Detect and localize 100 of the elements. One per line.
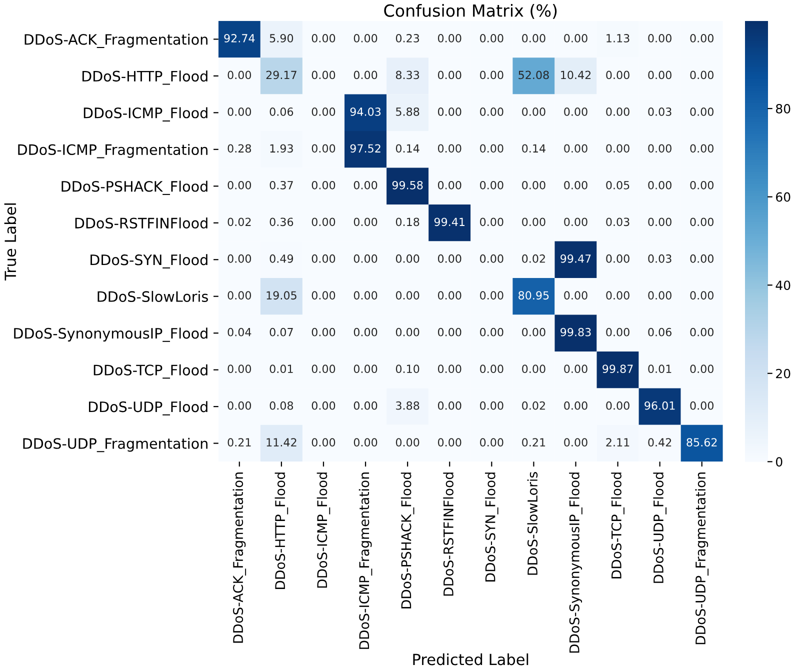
y-tick-label: DDoS-SYN_Flood: [90, 254, 208, 268]
data-label: 99.83: [560, 328, 591, 336]
data-label: 0.00: [354, 218, 378, 226]
data-label: 0.00: [354, 328, 378, 336]
data-label: 0.00: [522, 218, 546, 226]
color-bar-label: 20: [776, 368, 790, 378]
y-tick-label: DDoS-UDP_Fragmentation: [23, 438, 208, 452]
data-label: 0.00: [648, 70, 672, 80]
color-bar-label: 40: [776, 280, 790, 290]
data-label: 0.00: [354, 291, 378, 300]
data-label: 0.00: [690, 180, 714, 190]
data-label: 0.00: [312, 107, 336, 116]
y-tick-label: DDoS-ICMP_Fragmentation: [18, 144, 208, 158]
x-axis-title: Predicted Label: [413, 653, 528, 666]
data-label: 0.00: [522, 34, 546, 42]
data-label: 85.62: [686, 438, 717, 447]
data-label: 0.04: [228, 328, 252, 336]
y-tick-label: DDoS-SlowLoris: [98, 290, 208, 302]
data-label: 0.00: [396, 328, 420, 336]
data-label: 0.00: [228, 401, 252, 410]
data-label: 10.42: [561, 70, 591, 80]
data-label: 0.02: [522, 254, 545, 263]
data-label: 0.00: [480, 218, 504, 226]
data-label: 0.00: [564, 438, 588, 447]
data-label: 0.00: [690, 364, 714, 374]
data-label: 0.00: [522, 107, 546, 116]
data-label: 0.00: [480, 107, 504, 116]
data-label: 0.00: [480, 328, 504, 336]
data-label: 0.36: [270, 218, 294, 226]
data-label: 0.00: [480, 144, 504, 153]
data-label: 0.00: [606, 107, 630, 116]
x-tick-label: DDoS-ICMP_Fragmentation: [358, 472, 372, 649]
data-label: 0.03: [648, 107, 672, 116]
data-label: 99.58: [392, 180, 423, 190]
data-label: 11.42: [266, 438, 296, 446]
data-label: 0.42: [648, 438, 672, 447]
x-tick-label: DDoS-RSTFINFlood: [443, 472, 454, 596]
data-label: 0.28: [228, 144, 252, 153]
data-label: 94.03: [350, 107, 381, 116]
data-label: 0.07: [270, 328, 293, 336]
data-label: 0.00: [564, 401, 588, 410]
data-label: 0.23: [396, 34, 420, 42]
data-label: 0.00: [480, 401, 504, 410]
data-label: 0.06: [648, 328, 672, 336]
data-label: 0.00: [564, 34, 588, 42]
y-tick-label: DDoS-UDP_Flood: [88, 401, 208, 416]
data-label: 0.00: [312, 328, 336, 336]
y-tick-label: DDoS-SynonymousIP_Flood: [14, 328, 208, 342]
y-tick-label: DDoS-PSHACK_Flood: [62, 180, 208, 195]
data-label: 0.08: [270, 401, 294, 410]
data-label: 80.95: [518, 291, 549, 300]
data-label: 0.02: [522, 401, 545, 410]
data-label: 0.01: [648, 364, 672, 374]
data-label: 0.00: [396, 254, 420, 263]
data-label: 0.00: [480, 34, 504, 42]
data-label: 0.00: [690, 218, 714, 226]
x-tick-label: DDoS-UDP_Fragmentation: [695, 472, 708, 644]
data-label: 99.41: [434, 218, 464, 226]
color-bar-label: 80: [776, 104, 790, 114]
data-label: 0.00: [438, 328, 462, 336]
data-label: 0.00: [228, 180, 252, 190]
data-label: 1.93: [270, 144, 293, 153]
data-label: 0.00: [690, 254, 714, 263]
data-label: 0.00: [312, 401, 336, 410]
data-label: 0.00: [606, 70, 630, 80]
data-label: 0.06: [270, 107, 294, 116]
data-label: 0.00: [522, 328, 546, 336]
data-label: 0.00: [606, 291, 630, 300]
data-label: 0.00: [312, 291, 336, 300]
data-label: 2.11: [606, 438, 630, 446]
data-label: 0.00: [480, 291, 504, 300]
data-label: 0.00: [438, 70, 462, 80]
data-label: 0.00: [648, 144, 672, 153]
x-tick-label: DDoS-ICMP_Flood: [316, 472, 330, 588]
chart-title: Confusion Matrix (%): [384, 4, 557, 19]
x-tick-label: DDoS-SlowLoris: [527, 472, 538, 575]
data-label: 0.03: [606, 218, 630, 226]
data-label: 0.00: [312, 254, 336, 263]
data-label: 0.00: [312, 438, 336, 447]
data-label: 52.08: [518, 70, 549, 80]
data-label: 0.00: [438, 144, 462, 153]
data-label: 92.74: [224, 34, 255, 42]
x-tick-label: DDoS-UDP_Flood: [653, 472, 666, 583]
data-label: 0.00: [690, 70, 714, 80]
data-label: 0.00: [228, 107, 252, 116]
data-label: 19.05: [266, 291, 296, 300]
data-label: 0.00: [480, 438, 504, 447]
data-label: 1.13: [606, 34, 630, 42]
data-label: 0.00: [648, 180, 672, 190]
data-label: 0.00: [354, 180, 378, 190]
data-label: 0.00: [564, 144, 588, 153]
data-label: 0.49: [270, 254, 294, 263]
data-label: 0.00: [522, 180, 546, 190]
data-label: 0.02: [228, 218, 251, 226]
data-label: 0.21: [522, 438, 546, 447]
data-label: 0.00: [438, 107, 462, 116]
y-tick-label: DDoS-ACK_Fragmentation: [24, 34, 208, 48]
data-label: 0.00: [564, 291, 588, 300]
data-label: 97.52: [350, 144, 380, 153]
data-label: 0.00: [438, 291, 462, 300]
